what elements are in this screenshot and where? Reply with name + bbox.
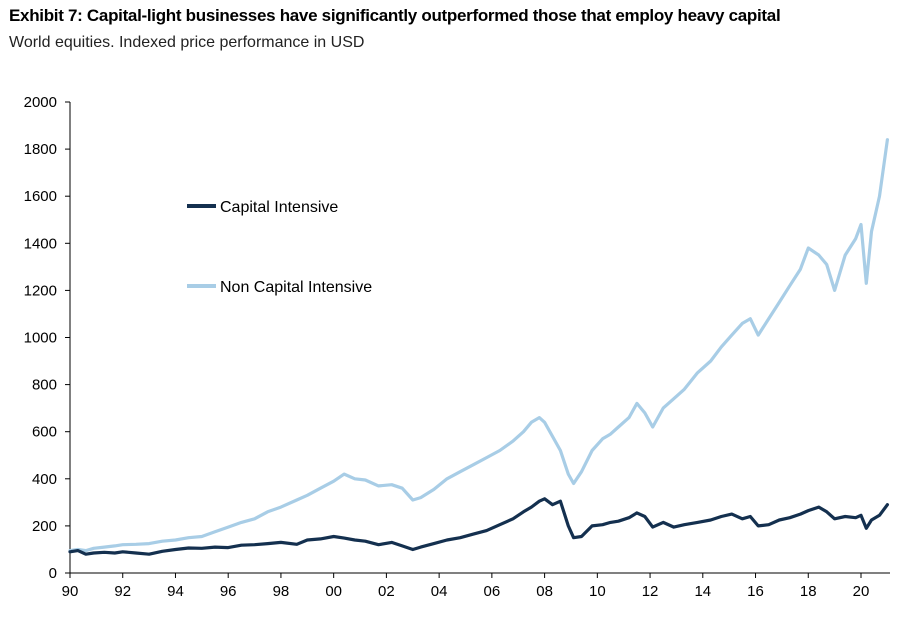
x-tick-label: 04 [431, 583, 448, 600]
y-tick-label: 1200 [24, 282, 57, 299]
chart-series [68, 138, 889, 556]
chart-subtitle: World equities. Indexed price performanc… [9, 34, 365, 51]
x-tick-label: 96 [220, 583, 237, 600]
x-tick-label: 94 [167, 583, 184, 600]
x-tick-label: 14 [694, 583, 711, 600]
legend-label-capital-intensive: Capital Intensive [220, 199, 338, 216]
x-tick-label: 92 [114, 583, 131, 600]
x-tick-label: 10 [589, 583, 606, 600]
y-tick-label: 1800 [24, 141, 57, 158]
y-tick-label: 1400 [24, 235, 57, 252]
x-tick-label: 18 [800, 583, 817, 600]
chart-title: Exhibit 7: Capital-light businesses have… [9, 6, 781, 25]
x-tick-label: 98 [273, 583, 290, 600]
x-tick-label: 08 [536, 583, 553, 600]
y-tick-label: 2000 [24, 94, 57, 111]
series-line-capital-intensive [68, 497, 889, 556]
x-tick-label: 02 [378, 583, 395, 600]
x-tick-label: 00 [325, 583, 342, 600]
y-tick-label: 600 [32, 424, 57, 441]
x-tick-label: 16 [747, 583, 764, 600]
y-tick-label: 400 [32, 471, 57, 488]
x-tick-label: 06 [484, 583, 501, 600]
y-tick-label: 1000 [24, 330, 57, 347]
y-tick-label: 200 [32, 518, 57, 535]
x-tick-label: 20 [853, 583, 870, 600]
x-tick-label: 12 [642, 583, 659, 600]
y-tick-label: 1600 [24, 188, 57, 205]
x-tick-label: 90 [62, 583, 79, 600]
series-line-non-capital-intensive [68, 138, 889, 553]
y-tick-label: 0 [49, 565, 57, 582]
chart-legend: Capital Intensive Non Capital Intensive [187, 199, 372, 296]
y-tick-label: 800 [32, 377, 57, 394]
legend-label-non-capital-intensive: Non Capital Intensive [220, 279, 372, 296]
